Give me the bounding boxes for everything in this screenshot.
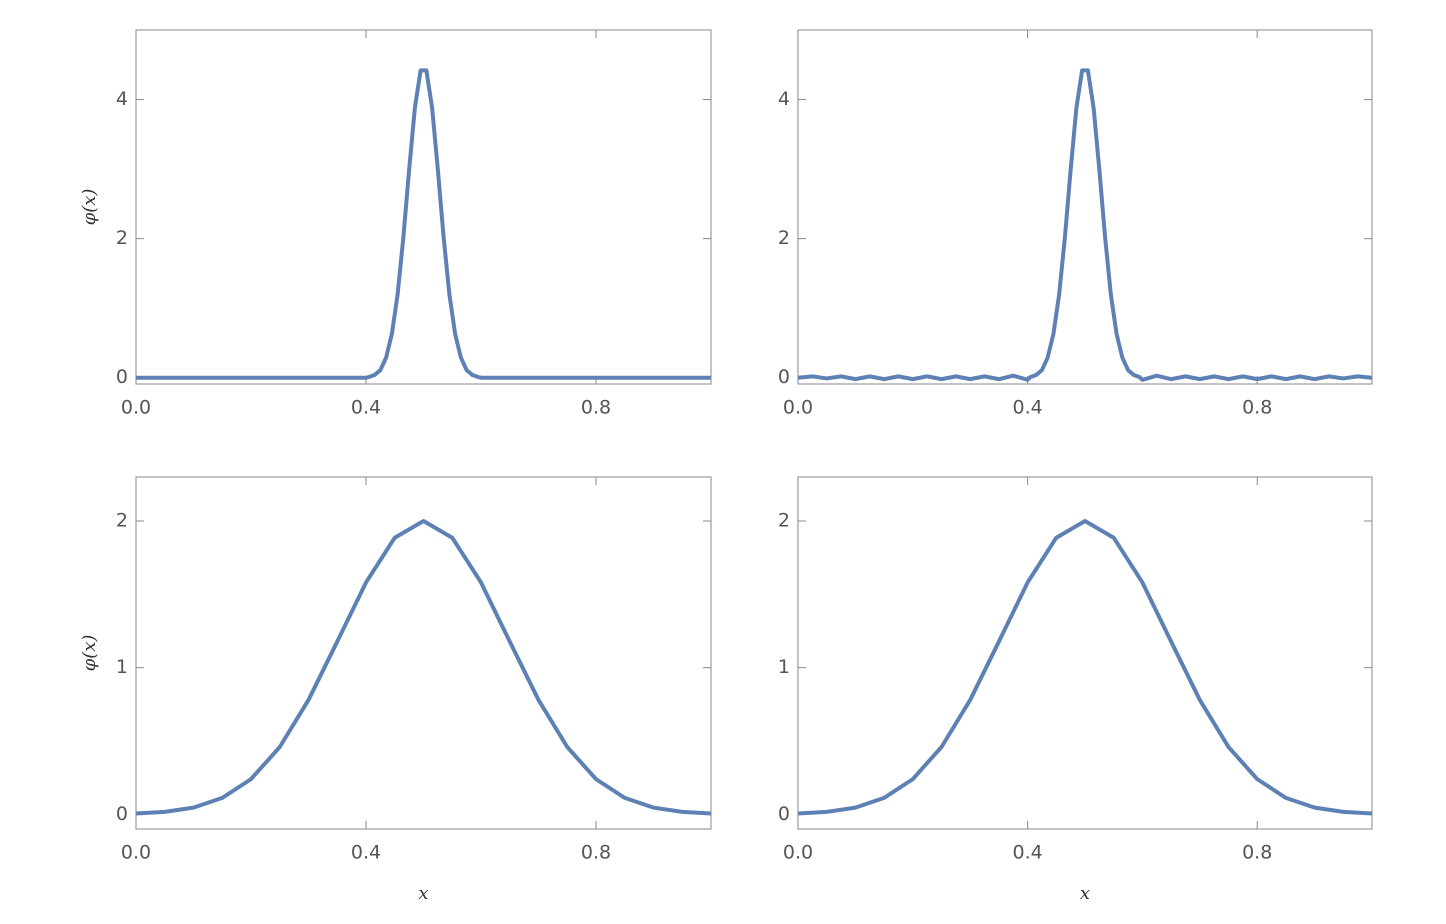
x-tick-label: 0.4 (351, 397, 381, 419)
x-tick-label: 0.4 (1012, 842, 1042, 864)
y-tick-label: 2 (778, 510, 790, 532)
data-line (135, 519, 712, 816)
y-tick-label: 0 (116, 803, 128, 825)
y-tick-label: 1 (778, 656, 790, 678)
x-tick-label: 0.4 (1012, 397, 1042, 419)
x-tick-label: 0.0 (783, 842, 813, 864)
plot-frame (135, 476, 712, 830)
plot-frame (797, 476, 1373, 830)
x-tick-label: 0.0 (121, 397, 151, 419)
y-axis-label: φ(x) (79, 189, 100, 226)
x-tick-label: 0.8 (581, 842, 611, 864)
x-tick-label: 0.8 (1242, 397, 1272, 419)
data-line (797, 519, 1373, 816)
data-line (136, 68, 711, 380)
y-tick-label: 2 (116, 510, 128, 532)
x-tick-label: 0.8 (581, 397, 611, 419)
x-axis-label: x (1080, 883, 1090, 904)
y-axis-label: φ(x) (79, 635, 100, 672)
y-tick-label: 4 (116, 88, 128, 110)
x-axis-label: x (418, 883, 428, 904)
y-tick-label: 2 (116, 227, 128, 249)
x-tick-label: 0.4 (351, 842, 381, 864)
x-tick-label: 0.0 (121, 842, 151, 864)
plot-frame (135, 29, 712, 385)
y-tick-label: 4 (778, 88, 790, 110)
y-tick-label: 0 (778, 366, 790, 388)
y-tick-label: 2 (778, 227, 790, 249)
x-tick-label: 0.0 (783, 397, 813, 419)
y-tick-label: 0 (116, 366, 128, 388)
y-tick-label: 1 (116, 656, 128, 678)
plot-frame (797, 29, 1373, 385)
data-line (797, 68, 1373, 382)
y-tick-label: 0 (778, 803, 790, 825)
x-tick-label: 0.8 (1242, 842, 1272, 864)
